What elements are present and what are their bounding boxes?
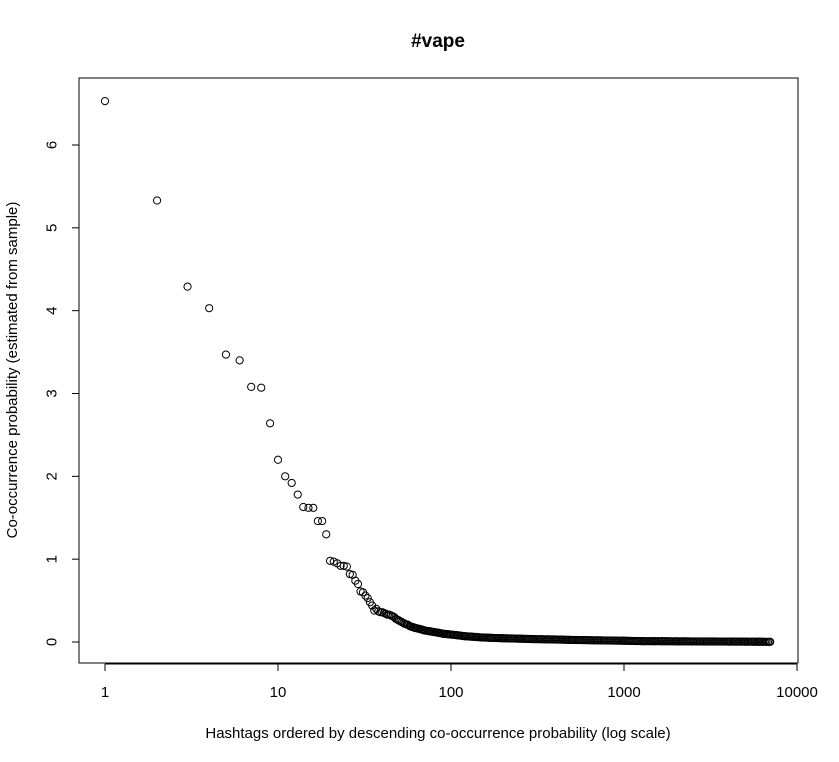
x-tick-label: 1 <box>101 684 109 701</box>
data-point <box>235 356 244 365</box>
x-tick-label: 100 <box>438 684 463 701</box>
data-point <box>205 304 214 313</box>
data-point <box>353 579 363 589</box>
data-point <box>183 282 192 291</box>
y-tick-label: 1 <box>44 555 61 563</box>
data-point <box>304 503 313 512</box>
y-tick-label: 5 <box>44 224 61 232</box>
y-tick-label: 4 <box>44 306 61 314</box>
plot-frame <box>78 77 799 664</box>
data-point <box>281 472 290 481</box>
data-point <box>339 561 348 570</box>
data-point <box>322 530 331 539</box>
y-tick-label: 6 <box>44 141 61 149</box>
x-tick-label: 1000 <box>607 684 640 701</box>
data-point <box>100 96 110 106</box>
y-tick-label: 3 <box>44 389 61 397</box>
data-point <box>265 419 275 428</box>
data-point <box>221 350 231 359</box>
data-point-dense <box>765 637 774 646</box>
y-axis: 0 1 2 3 4 5 6 <box>44 141 80 646</box>
x-tick-label: 10 <box>270 684 287 701</box>
data-point <box>309 503 318 512</box>
data-point <box>273 455 283 464</box>
data-point <box>299 502 308 512</box>
data-point <box>257 383 266 392</box>
data-point <box>152 196 162 205</box>
data-point <box>342 562 351 571</box>
y-tick-label: 0 <box>44 638 61 646</box>
data-point <box>313 516 322 526</box>
data-point <box>336 561 345 570</box>
data-point <box>293 490 302 499</box>
data-point <box>318 516 327 526</box>
data-points <box>100 96 775 646</box>
chart-title: #vape <box>411 31 465 52</box>
x-axis: 1 10 100 1000 10000 <box>101 663 818 701</box>
data-point <box>287 478 296 488</box>
x-tick-label: 10000 <box>776 684 818 701</box>
y-axis-label: Co-occurrence probability (estimated fro… <box>4 202 21 539</box>
data-point <box>370 606 379 615</box>
y-tick-label: 2 <box>44 472 61 480</box>
data-point <box>325 556 335 565</box>
x-axis-label: Hashtags ordered by descending co-occurr… <box>205 725 670 742</box>
data-point <box>363 593 372 603</box>
data-point <box>247 382 256 391</box>
data-point <box>361 591 370 600</box>
